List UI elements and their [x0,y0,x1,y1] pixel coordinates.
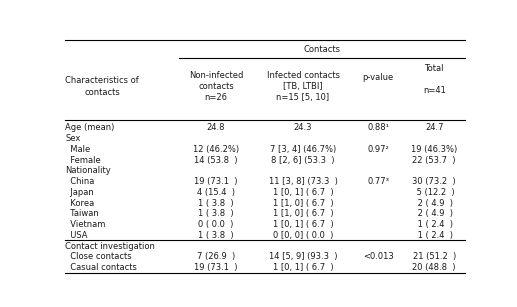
Text: 24.3: 24.3 [294,123,312,132]
Text: 5 (12.2  ): 5 (12.2 ) [414,188,454,197]
Text: 1 ( 3.8  ): 1 ( 3.8 ) [198,199,234,208]
Text: 1 [1, 0] ( 6.7  ): 1 [1, 0] ( 6.7 ) [272,199,333,208]
Text: 7 [3, 4] (46.7%): 7 [3, 4] (46.7%) [270,145,336,154]
Text: 2 ( 4.9  ): 2 ( 4.9 ) [415,209,453,218]
Text: 4 (15.4  ): 4 (15.4 ) [197,188,235,197]
Text: Contacts: Contacts [303,45,341,54]
Text: Japan: Japan [66,188,94,197]
Text: Taiwan: Taiwan [66,209,99,218]
Text: 30 (73.2  ): 30 (73.2 ) [413,177,456,186]
Text: 0.88¹: 0.88¹ [367,123,389,132]
Text: 0.97²: 0.97² [367,145,389,154]
Text: 0.77³: 0.77³ [367,177,389,186]
Text: 0 [0, 0] ( 0.0  ): 0 [0, 0] ( 0.0 ) [273,231,333,240]
Text: Age (mean): Age (mean) [66,123,115,132]
Text: 8 [2, 6] (53.3  ): 8 [2, 6] (53.3 ) [271,156,335,165]
Text: 14 [5, 9] (93.3  ): 14 [5, 9] (93.3 ) [269,252,337,262]
Text: Casual contacts: Casual contacts [66,263,138,272]
Text: Characteristics of
contacts: Characteristics of contacts [66,76,139,96]
Text: Nationality: Nationality [66,166,111,175]
Text: Vietnam: Vietnam [66,220,106,229]
Text: 1 ( 2.4  ): 1 ( 2.4 ) [415,231,453,240]
Text: 2 ( 4.9  ): 2 ( 4.9 ) [415,199,453,208]
Text: Sex: Sex [66,134,81,143]
Text: China: China [66,177,95,186]
Text: 22 (53.7  ): 22 (53.7 ) [413,156,456,165]
Text: Non-infected
contacts
n=26: Non-infected contacts n=26 [189,71,243,102]
Text: 19 (46.3%): 19 (46.3%) [411,145,458,154]
Text: 1 [0, 1] ( 6.7  ): 1 [0, 1] ( 6.7 ) [272,220,333,229]
Text: USA: USA [66,231,88,240]
Text: 24.7: 24.7 [425,123,444,132]
Text: <0.013: <0.013 [363,252,393,262]
Text: 7 (26.9  ): 7 (26.9 ) [197,252,235,262]
Text: Close contacts: Close contacts [66,252,132,262]
Text: 20 (48.8  ): 20 (48.8 ) [413,263,456,272]
Text: 1 [0, 1] ( 6.7  ): 1 [0, 1] ( 6.7 ) [272,188,333,197]
Text: Female: Female [66,156,101,165]
Text: Korea: Korea [66,199,95,208]
Text: 24.8: 24.8 [207,123,225,132]
Text: 0 ( 0.0  ): 0 ( 0.0 ) [198,220,234,229]
Text: p-value: p-value [362,72,394,82]
Text: Total

n=41: Total n=41 [423,64,446,95]
Text: 1 ( 3.8  ): 1 ( 3.8 ) [198,209,234,218]
Text: 14 (53.8  ): 14 (53.8 ) [194,156,238,165]
Text: Infected contacts
[TB, LTBI]
n=15 [5, 10]: Infected contacts [TB, LTBI] n=15 [5, 10… [267,71,340,102]
Text: 12 (46.2%): 12 (46.2%) [193,145,239,154]
Text: Contact investigation: Contact investigation [66,242,155,251]
Text: Male: Male [66,145,90,154]
Text: 1 [0, 1] ( 6.7  ): 1 [0, 1] ( 6.7 ) [272,263,333,272]
Text: 21 (51.2  ): 21 (51.2 ) [413,252,456,262]
Text: 11 [3, 8] (73.3  ): 11 [3, 8] (73.3 ) [269,177,338,186]
Text: 1 ( 2.4  ): 1 ( 2.4 ) [415,220,453,229]
Text: 1 [1, 0] ( 6.7  ): 1 [1, 0] ( 6.7 ) [272,209,333,218]
Text: 1 ( 3.8  ): 1 ( 3.8 ) [198,231,234,240]
Text: 19 (73.1  ): 19 (73.1 ) [194,263,238,272]
Text: 19 (73.1  ): 19 (73.1 ) [194,177,238,186]
